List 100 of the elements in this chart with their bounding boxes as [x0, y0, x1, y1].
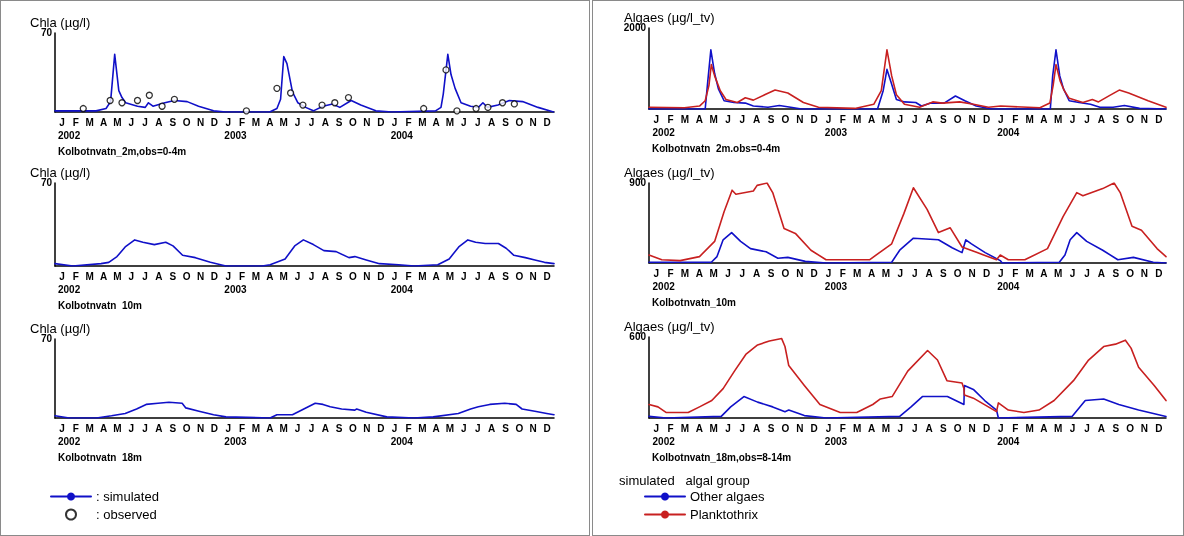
text: A	[695, 113, 703, 125]
y-axis-title: Algaes (µg/l_tv)	[624, 165, 715, 180]
point	[510, 100, 518, 108]
point	[286, 89, 295, 97]
text: J	[308, 116, 315, 128]
text: O	[1126, 267, 1135, 279]
text: A	[488, 116, 496, 128]
x-tick-label: 2002	[58, 283, 81, 295]
text: S	[502, 116, 510, 128]
text: O	[953, 267, 962, 279]
point	[273, 84, 281, 93]
text: S	[169, 270, 177, 282]
text: M	[1054, 422, 1063, 434]
text: J	[725, 422, 731, 434]
text: D	[210, 270, 219, 282]
text: N	[363, 116, 371, 128]
text: F	[72, 116, 79, 128]
text: J	[142, 270, 148, 282]
text: O	[515, 116, 524, 128]
text: M	[85, 270, 94, 282]
text: J	[308, 270, 315, 282]
text: J	[1084, 267, 1090, 279]
legend-label: Planktothrix	[690, 507, 759, 522]
text: A	[321, 116, 329, 128]
x-tick-label: 2003	[824, 435, 848, 447]
text: M	[1025, 422, 1034, 434]
text: S	[169, 422, 177, 434]
text: A	[155, 116, 163, 128]
point	[79, 104, 87, 113]
text: J	[653, 267, 659, 279]
text: A	[432, 116, 440, 128]
text: A	[266, 270, 274, 282]
text: F	[839, 113, 846, 125]
text: S	[335, 422, 343, 434]
point	[331, 99, 339, 107]
text: M	[853, 113, 862, 125]
text: N	[968, 267, 976, 279]
legend-title: simulated algal group	[619, 473, 750, 488]
text: M	[279, 422, 288, 434]
text: J	[739, 422, 746, 434]
x-tick-label: 2004	[997, 280, 1020, 292]
x-tick-label: 2002	[652, 126, 676, 138]
point	[118, 99, 126, 107]
text: M	[251, 116, 261, 128]
text: J	[225, 270, 232, 282]
x-tick-label: 2003	[824, 126, 848, 138]
x-axis-title: Kolbotnvatn_10m	[652, 296, 737, 308]
text: A	[925, 422, 933, 434]
text: N	[1140, 113, 1149, 125]
text: N	[196, 270, 205, 282]
text: N	[1140, 422, 1149, 434]
text: S	[1112, 422, 1120, 434]
text: A	[753, 422, 761, 434]
x-tick-label: 2004	[390, 129, 414, 141]
text: F	[239, 116, 246, 128]
text: M	[418, 270, 427, 282]
text: F	[1012, 267, 1019, 279]
text: M	[853, 267, 862, 279]
text: A	[695, 422, 703, 434]
text: N	[363, 422, 371, 434]
text: A	[1040, 267, 1048, 279]
text: A	[266, 116, 274, 128]
text: J	[825, 113, 832, 125]
text: J	[474, 116, 481, 128]
text: M	[680, 422, 690, 434]
text: M	[251, 270, 261, 282]
text: D	[982, 113, 991, 125]
text: O	[515, 422, 524, 434]
text: M	[85, 116, 94, 128]
text: N	[968, 113, 976, 125]
text: F	[839, 267, 846, 279]
x-tick-label: 2003	[224, 435, 248, 447]
text: D	[1155, 267, 1163, 279]
text: M	[709, 422, 718, 434]
x-tick-label: 2003	[224, 129, 248, 141]
text: S	[767, 267, 775, 279]
text: D	[1155, 422, 1163, 434]
text: S	[502, 422, 510, 434]
text: D	[543, 116, 551, 128]
text: J	[725, 113, 731, 125]
text: J	[998, 267, 1004, 279]
point	[484, 103, 492, 112]
text: A	[753, 113, 761, 125]
point	[106, 96, 114, 105]
text: D	[810, 422, 818, 434]
text: J	[653, 113, 659, 125]
text: D	[982, 267, 991, 279]
text: S	[335, 116, 343, 128]
x-tick-label: 2003	[824, 280, 848, 292]
text: D	[982, 422, 991, 434]
text: J	[142, 116, 148, 128]
text: J	[59, 116, 65, 128]
text: O	[349, 116, 358, 128]
text: J	[911, 267, 918, 279]
text: J	[461, 422, 467, 434]
legend-label: : observed	[96, 507, 157, 522]
text: J	[998, 113, 1004, 125]
text: M	[279, 270, 288, 282]
legend-label: : simulated	[96, 489, 159, 504]
text: M	[251, 422, 261, 434]
